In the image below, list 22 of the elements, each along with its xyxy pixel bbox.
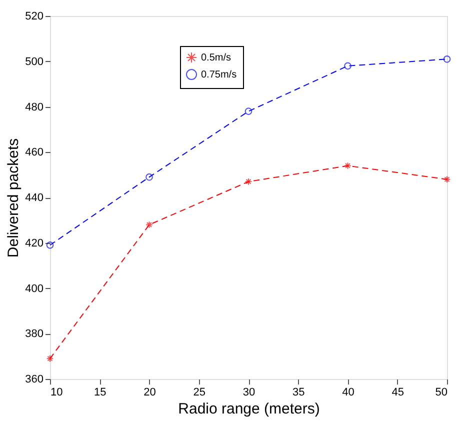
y-tick-label: 520 (25, 10, 44, 22)
x-tick-label: 25 (193, 386, 206, 398)
legend-label: 0.75m/s (201, 70, 237, 80)
x-tick-label: 20 (144, 386, 156, 398)
y-tick-label: 500 (25, 56, 44, 68)
x-tick-label: 15 (94, 386, 106, 398)
legend-label: 0.5m/s (201, 52, 232, 64)
x-tick-label: 35 (292, 386, 305, 398)
x-tick-label: 10 (50, 386, 63, 398)
y-tick-label: 420 (25, 237, 44, 250)
y-tick-label: 460 (25, 146, 44, 159)
y-tick-label: 400 (25, 282, 44, 295)
x-tick-label: 45 (392, 386, 404, 398)
y-tick-label: 380 (25, 328, 44, 340)
y-axis-title: Delivered packets (5, 138, 22, 258)
y-tick-label: 480 (25, 101, 44, 114)
y-tick-label: 440 (25, 192, 44, 204)
x-axis-title: Radio range (meters) (178, 400, 320, 418)
x-tick-label: 40 (342, 386, 354, 398)
x-tick-label: 30 (242, 386, 256, 398)
x-tick-label: 50 (435, 386, 448, 398)
y-tick-label: 360 (25, 374, 44, 386)
